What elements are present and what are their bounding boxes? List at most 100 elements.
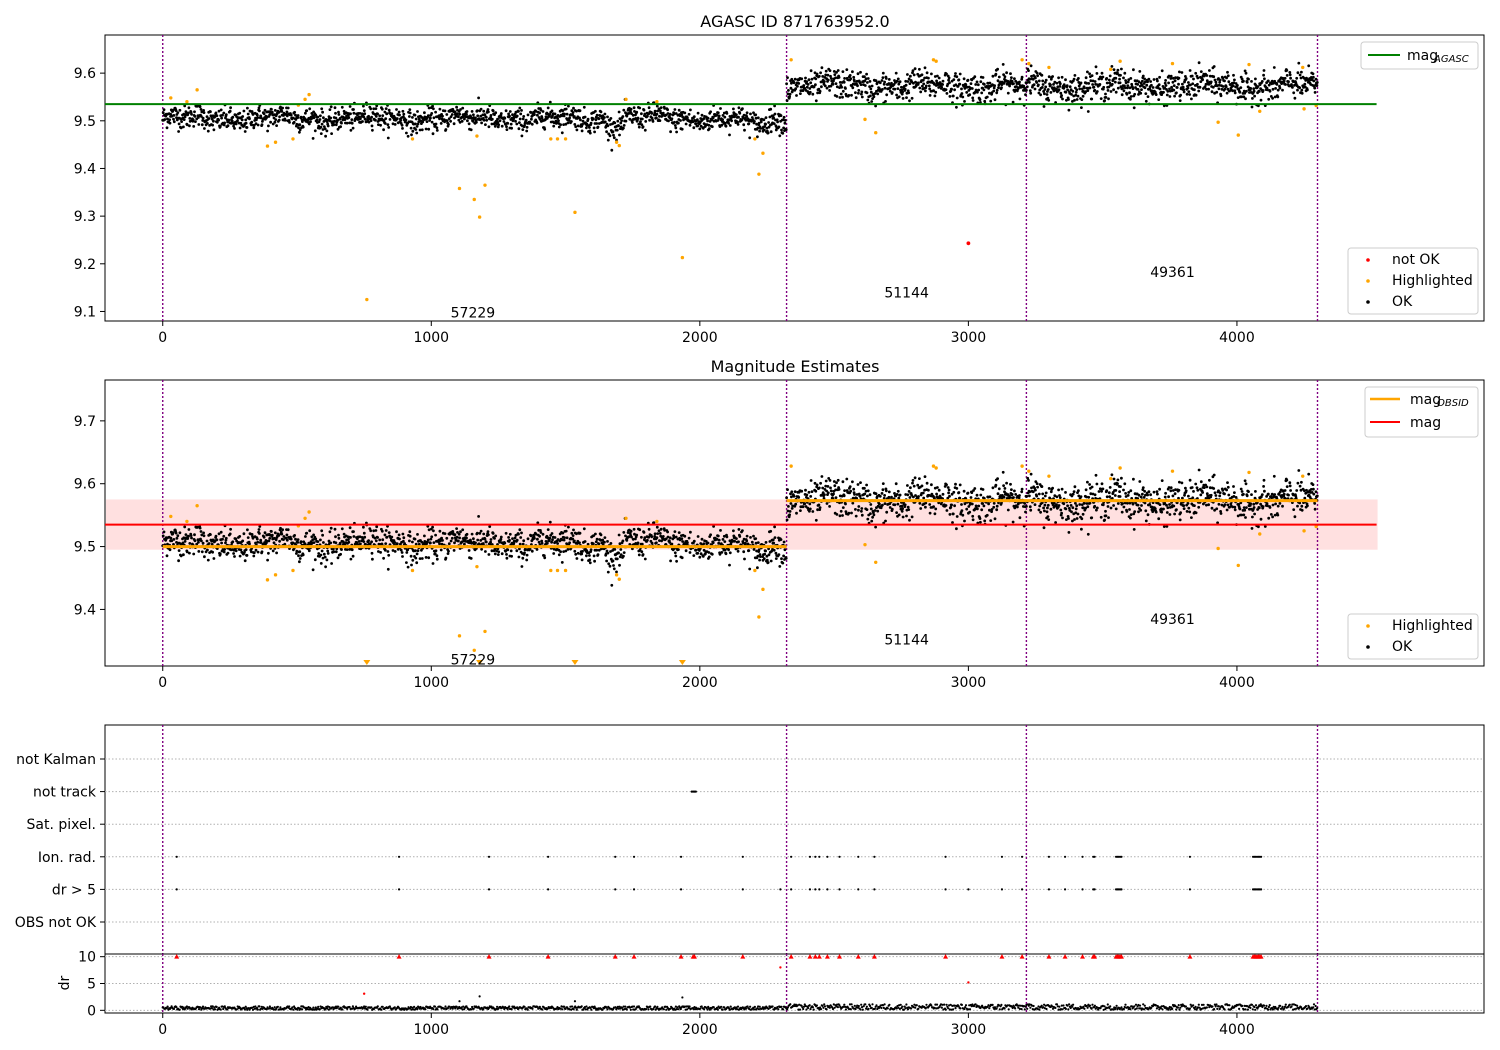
ok-point	[445, 536, 449, 540]
ok-point	[443, 532, 447, 535]
ok-point	[1131, 87, 1135, 90]
ok-point	[1107, 78, 1111, 82]
ok-point	[788, 510, 792, 513]
ok-point	[275, 551, 278, 555]
ok-point	[968, 510, 972, 514]
ok-point	[350, 121, 354, 125]
ok-point	[1165, 93, 1169, 97]
ok-point	[400, 123, 404, 127]
ok-point	[1221, 85, 1225, 88]
ok-point	[692, 554, 696, 557]
ok-point	[444, 128, 448, 131]
ok-point	[719, 529, 722, 532]
ok-point	[408, 539, 411, 543]
ok-point	[809, 69, 813, 73]
ok-point	[850, 93, 853, 97]
ok-point	[189, 534, 193, 537]
ok-point	[1102, 85, 1106, 89]
ok-point	[716, 534, 720, 538]
ok-point	[482, 118, 486, 122]
ok-point	[737, 106, 741, 110]
ok-point	[402, 536, 406, 540]
ok-point	[1177, 76, 1181, 80]
ok-point	[750, 540, 754, 544]
ok-point	[829, 84, 833, 88]
ok-point	[599, 114, 602, 118]
ok-point	[906, 73, 909, 76]
ok-point	[556, 542, 559, 545]
ok-point	[1245, 89, 1248, 93]
ok-point	[1013, 489, 1016, 493]
ok-point	[817, 87, 821, 91]
ok-point	[298, 550, 302, 554]
ok-point	[1121, 86, 1124, 90]
ok-point	[800, 77, 804, 81]
ok-point	[694, 122, 698, 125]
x-tick-label: 4000	[1219, 330, 1255, 346]
ok-point	[1298, 73, 1302, 77]
ok-point	[395, 108, 398, 111]
ok-point	[866, 98, 870, 102]
ok-point	[1253, 94, 1256, 98]
x-tick-label: 0	[158, 330, 167, 346]
highlighted-point	[273, 140, 278, 144]
ok-point	[945, 483, 948, 487]
ok-point	[782, 126, 785, 130]
ok-point	[425, 120, 429, 123]
obs-label: 57229	[451, 305, 496, 321]
ok-point	[465, 532, 469, 536]
ok-point	[856, 483, 860, 486]
ok-point	[833, 484, 837, 488]
ok-point	[172, 117, 175, 121]
highlighted-point	[874, 131, 878, 135]
ok-point	[370, 540, 373, 544]
ok-point	[238, 535, 242, 538]
ok-point	[1029, 91, 1033, 95]
ok-point	[856, 72, 860, 76]
ok-point	[567, 525, 570, 529]
ok-point	[1133, 92, 1137, 96]
ok-point	[1009, 482, 1012, 486]
ok-point	[1118, 77, 1121, 81]
ok-point	[277, 111, 281, 114]
ok-point	[756, 566, 759, 570]
ok-point	[1080, 98, 1084, 101]
ok-point	[799, 92, 802, 95]
ok-point	[772, 122, 776, 125]
ok-point	[383, 110, 387, 114]
ok-point	[1181, 85, 1185, 89]
ok-point	[740, 118, 744, 122]
ok-point	[457, 532, 461, 536]
ok-point	[1060, 94, 1063, 97]
ok-point	[169, 536, 173, 540]
ok-point	[912, 73, 916, 77]
ok-point	[591, 542, 595, 545]
ok-point	[940, 85, 944, 89]
ok-point	[484, 550, 487, 553]
ok-point	[254, 548, 258, 552]
ok-point	[546, 528, 550, 531]
ok-point	[536, 113, 539, 117]
ok-point	[980, 508, 984, 512]
ok-point	[700, 113, 704, 117]
ok-point	[789, 502, 793, 505]
ok-point	[622, 124, 626, 127]
ok-point	[336, 127, 340, 131]
ok-point	[198, 526, 202, 530]
highlighted-point	[303, 97, 307, 102]
ok-point	[808, 502, 812, 506]
ok-point	[757, 121, 761, 125]
ok-point	[259, 538, 263, 542]
ok-point	[955, 527, 958, 531]
ok-point	[229, 527, 233, 531]
ok-point	[560, 114, 564, 118]
ok-point	[1181, 82, 1184, 86]
ok-point	[992, 501, 996, 505]
ok-point	[1306, 88, 1309, 92]
ok-point	[1032, 83, 1036, 87]
ok-point	[304, 535, 307, 538]
ok-point	[1018, 494, 1021, 497]
ok-point	[890, 91, 894, 94]
ok-point	[463, 117, 466, 121]
ok-point	[752, 111, 755, 115]
